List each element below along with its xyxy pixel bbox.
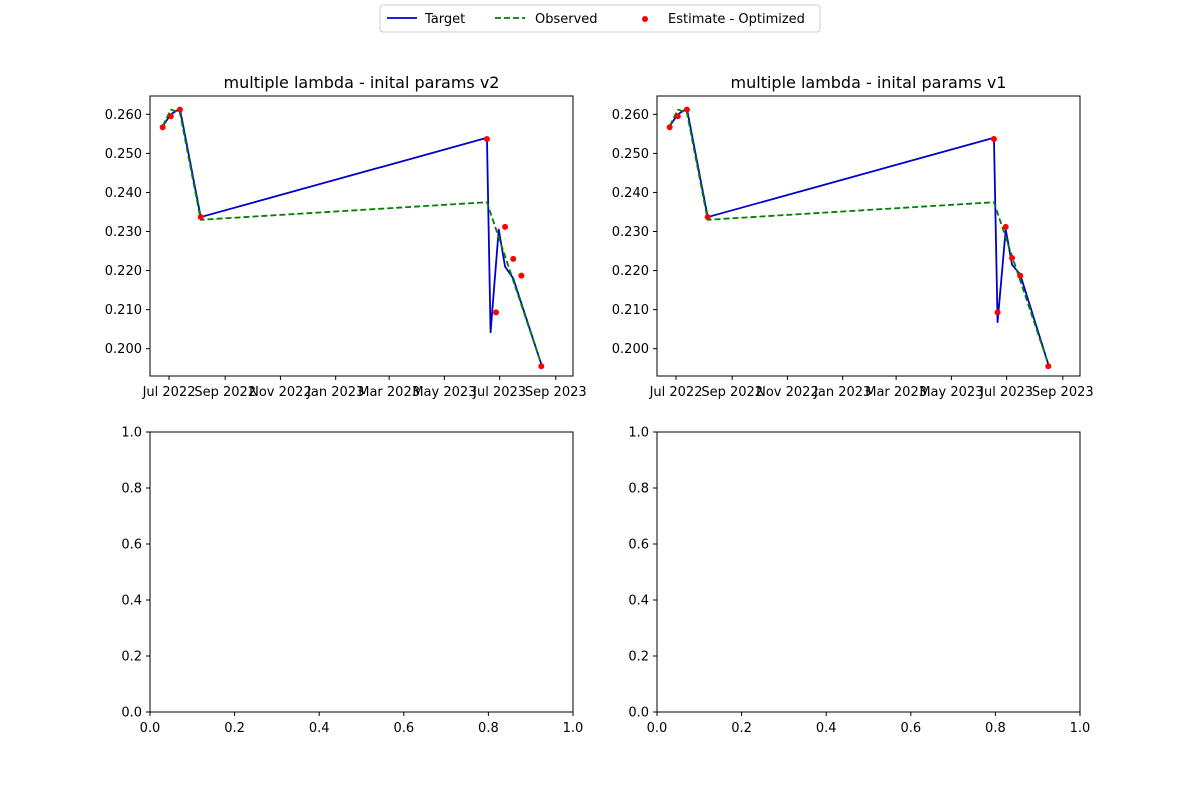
x-tick-label: 0.6 — [393, 721, 414, 736]
estimate-optimized-point — [683, 106, 690, 113]
legend-frame — [379, 4, 821, 33]
estimate-optimized-point — [994, 309, 1001, 316]
estimate-optimized-point — [176, 106, 183, 113]
x-tick-label: 1.0 — [1070, 721, 1091, 736]
y-tick-label: 0.0 — [121, 706, 142, 721]
axes-frame — [149, 95, 574, 377]
chart-title: multiple lambda - inital params v1 — [731, 73, 1007, 92]
x-tick-label: Jul 2023 — [979, 385, 1033, 400]
x-tick-label: Jul 2022 — [142, 385, 196, 400]
estimate-optimized-point — [483, 135, 490, 142]
estimate-optimized-point — [674, 113, 681, 120]
x-tick-label: 0.0 — [647, 721, 668, 736]
estimate-optimized-point — [493, 309, 500, 316]
estimate-optimized-point — [666, 124, 673, 131]
axes-frame — [656, 95, 1081, 377]
x-tick-label: 0.2 — [224, 721, 245, 736]
y-tick-label: 1.0 — [628, 426, 649, 441]
x-tick-label: Sep 2023 — [1032, 385, 1094, 400]
y-tick-label: 0.0 — [628, 706, 649, 721]
estimate-optimized-point — [510, 255, 517, 262]
y-tick-label: 0.250 — [105, 147, 142, 162]
legend: Target Observed Estimate - Optimized — [379, 4, 821, 33]
x-tick-label: Sep 2022 — [194, 385, 256, 400]
x-tick-label: 0.2 — [731, 721, 752, 736]
y-tick-label: 0.240 — [612, 186, 649, 201]
y-tick-label: 0.260 — [612, 108, 649, 123]
legend-estimate-label: Estimate - Optimized — [668, 12, 805, 27]
chart-title: multiple lambda - inital params v2 — [224, 73, 500, 92]
x-tick-label: Nov 2022 — [249, 385, 312, 400]
y-tick-label: 0.6 — [628, 538, 649, 553]
x-tick-label: Jan 2023 — [813, 385, 871, 400]
y-tick-label: 0.210 — [612, 303, 649, 318]
y-tick-label: 0.4 — [121, 594, 142, 609]
axes-frame — [656, 431, 1081, 713]
y-tick-label: 0.240 — [105, 186, 142, 201]
estimate-optimized-point — [159, 124, 166, 131]
y-tick-label: 0.230 — [612, 225, 649, 240]
estimate-optimized-point — [502, 223, 509, 230]
subplot-bottom-left: 0.0 0.2 0.4 0.6 0.8 1.0 0.0 0.2 0.4 0.6 0.8 1.0 — [121, 426, 583, 737]
y-tick-label: 0.8 — [628, 482, 649, 497]
x-tick-label: 1.0 — [563, 721, 584, 736]
y-tick-label: 0.2 — [628, 650, 649, 665]
x-tick-label: Jul 2023 — [472, 385, 526, 400]
x-tick-label: 0.4 — [816, 721, 837, 736]
x-tick-label: Mar 2023 — [865, 385, 927, 400]
estimate-optimized-point — [1017, 272, 1024, 279]
y-tick-label: 0.4 — [628, 594, 649, 609]
estimate-optimized-point — [1002, 223, 1009, 230]
legend-target-label: Target — [424, 12, 465, 27]
y-tick-label: 0.200 — [105, 342, 142, 357]
estimate-optimized-point — [1045, 363, 1052, 370]
y-tick-label: 0.8 — [121, 482, 142, 497]
y-tick-label: 1.0 — [121, 426, 142, 441]
estimate-optimized-point — [990, 135, 997, 142]
x-tick-label: May 2023 — [919, 385, 983, 400]
axes-frame — [149, 431, 574, 713]
estimate-optimized-point — [704, 214, 711, 221]
x-tick-label: 0.4 — [309, 721, 330, 736]
estimate-optimized-point — [1009, 255, 1016, 262]
x-tick-label: Jul 2022 — [649, 385, 703, 400]
x-tick-label: Jan 2023 — [306, 385, 364, 400]
subplot-bottom-right: 0.0 0.2 0.4 0.6 0.8 1.0 0.0 0.2 0.4 0.6 0.8 1.0 — [628, 426, 1090, 737]
observed-line — [161, 108, 543, 365]
x-tick-label: 0.6 — [900, 721, 921, 736]
y-tick-label: 0.250 — [612, 147, 649, 162]
x-tick-label: 0.8 — [478, 721, 499, 736]
y-tick-label: 0.220 — [105, 264, 142, 279]
x-tick-label: 0.8 — [985, 721, 1006, 736]
y-tick-label: 0.230 — [105, 225, 142, 240]
y-tick-label: 0.2 — [121, 650, 142, 665]
observed-line — [668, 108, 1050, 365]
y-tick-label: 0.210 — [105, 303, 142, 318]
estimate-optimized-point — [167, 113, 174, 120]
x-tick-label: Mar 2023 — [358, 385, 420, 400]
estimate-optimized-point — [197, 214, 204, 221]
x-tick-label: Sep 2023 — [525, 385, 587, 400]
x-tick-label: 0.0 — [140, 721, 161, 736]
x-tick-label: Nov 2022 — [756, 385, 819, 400]
y-tick-label: 0.220 — [612, 264, 649, 279]
y-tick-label: 0.260 — [105, 108, 142, 123]
y-tick-label: 0.6 — [121, 538, 142, 553]
x-tick-label: Sep 2022 — [701, 385, 763, 400]
legend-estimate-swatch — [642, 16, 648, 22]
x-tick-label: May 2023 — [412, 385, 476, 400]
estimate-optimized-point — [538, 363, 545, 370]
legend-observed-label: Observed — [535, 12, 598, 27]
y-tick-label: 0.200 — [612, 342, 649, 357]
estimate-optimized-point — [518, 272, 525, 279]
